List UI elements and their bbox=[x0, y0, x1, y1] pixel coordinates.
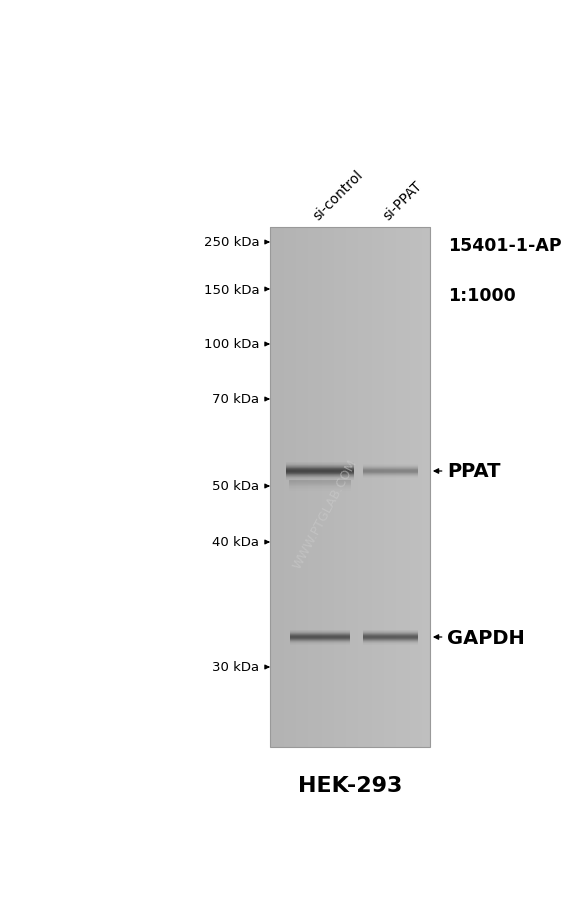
Text: 30 kDa: 30 kDa bbox=[212, 661, 259, 674]
Bar bbox=[334, 227, 336, 747]
Bar bbox=[300, 227, 303, 747]
Bar bbox=[386, 227, 389, 747]
Bar bbox=[394, 227, 396, 747]
Bar bbox=[282, 227, 285, 747]
Bar bbox=[314, 227, 317, 747]
Bar bbox=[312, 227, 315, 747]
Text: 50 kDa: 50 kDa bbox=[212, 480, 259, 493]
Bar bbox=[412, 227, 415, 747]
Bar bbox=[274, 227, 276, 747]
Bar bbox=[406, 227, 409, 747]
Bar bbox=[306, 227, 308, 747]
Bar bbox=[284, 227, 287, 747]
Bar bbox=[330, 227, 332, 747]
Bar bbox=[336, 227, 339, 747]
Text: 250 kDa: 250 kDa bbox=[203, 236, 259, 249]
Bar bbox=[384, 227, 387, 747]
Bar bbox=[272, 227, 275, 747]
Bar bbox=[404, 227, 406, 747]
Bar bbox=[396, 227, 399, 747]
Bar bbox=[376, 227, 378, 747]
Bar bbox=[398, 227, 401, 747]
Bar bbox=[364, 227, 367, 747]
Text: WWW.PTGLAB.COM: WWW.PTGLAB.COM bbox=[290, 456, 360, 570]
Bar bbox=[346, 227, 349, 747]
Bar bbox=[308, 227, 311, 747]
Bar bbox=[370, 227, 373, 747]
Bar bbox=[338, 227, 340, 747]
Bar bbox=[342, 227, 345, 747]
Text: 1:1000: 1:1000 bbox=[448, 286, 516, 304]
Bar bbox=[374, 227, 377, 747]
Bar bbox=[294, 227, 297, 747]
Bar bbox=[382, 227, 385, 747]
Bar bbox=[368, 227, 371, 747]
Bar bbox=[320, 227, 322, 747]
Bar bbox=[360, 227, 363, 747]
Bar bbox=[296, 227, 298, 747]
Bar bbox=[410, 227, 413, 747]
Bar bbox=[390, 227, 392, 747]
Bar bbox=[310, 227, 312, 747]
Bar bbox=[352, 227, 354, 747]
Bar bbox=[414, 227, 417, 747]
Bar bbox=[416, 227, 419, 747]
Bar bbox=[392, 227, 395, 747]
Bar bbox=[332, 227, 335, 747]
Bar bbox=[324, 227, 326, 747]
Bar bbox=[290, 227, 293, 747]
Bar bbox=[388, 227, 391, 747]
Bar bbox=[420, 227, 423, 747]
Bar bbox=[372, 227, 375, 747]
Bar bbox=[286, 227, 289, 747]
Bar bbox=[400, 227, 403, 747]
Bar bbox=[316, 227, 318, 747]
Text: PPAT: PPAT bbox=[448, 462, 501, 481]
Bar bbox=[418, 227, 420, 747]
Bar bbox=[378, 227, 381, 747]
Text: si-control: si-control bbox=[310, 168, 366, 223]
Bar bbox=[280, 227, 283, 747]
Bar bbox=[326, 227, 329, 747]
Bar bbox=[428, 227, 431, 747]
Bar bbox=[298, 227, 301, 747]
Bar bbox=[322, 227, 325, 747]
Bar bbox=[328, 227, 331, 747]
Bar bbox=[424, 227, 427, 747]
Bar bbox=[356, 227, 359, 747]
Bar bbox=[344, 227, 346, 747]
Text: HEK-293: HEK-293 bbox=[298, 775, 402, 796]
Bar bbox=[318, 227, 321, 747]
Bar bbox=[276, 227, 279, 747]
Bar bbox=[278, 227, 280, 747]
Text: 100 kDa: 100 kDa bbox=[203, 338, 259, 351]
Bar bbox=[408, 227, 410, 747]
Bar bbox=[304, 227, 307, 747]
Bar bbox=[340, 227, 343, 747]
Bar bbox=[366, 227, 368, 747]
Bar bbox=[292, 227, 294, 747]
Bar bbox=[358, 227, 360, 747]
Bar bbox=[402, 227, 405, 747]
Bar bbox=[288, 227, 290, 747]
Bar bbox=[270, 227, 430, 747]
Text: GAPDH: GAPDH bbox=[448, 628, 525, 647]
Text: si-PPAT: si-PPAT bbox=[380, 179, 424, 223]
Bar bbox=[362, 227, 364, 747]
Bar bbox=[302, 227, 304, 747]
Text: 15401-1-AP: 15401-1-AP bbox=[448, 236, 561, 254]
Bar bbox=[426, 227, 429, 747]
Bar bbox=[350, 227, 353, 747]
Text: 40 kDa: 40 kDa bbox=[212, 536, 259, 549]
Text: 70 kDa: 70 kDa bbox=[212, 393, 259, 406]
Bar bbox=[422, 227, 424, 747]
Text: 150 kDa: 150 kDa bbox=[203, 283, 259, 296]
Bar bbox=[354, 227, 357, 747]
Bar bbox=[348, 227, 350, 747]
Bar bbox=[380, 227, 382, 747]
Bar bbox=[270, 227, 273, 747]
